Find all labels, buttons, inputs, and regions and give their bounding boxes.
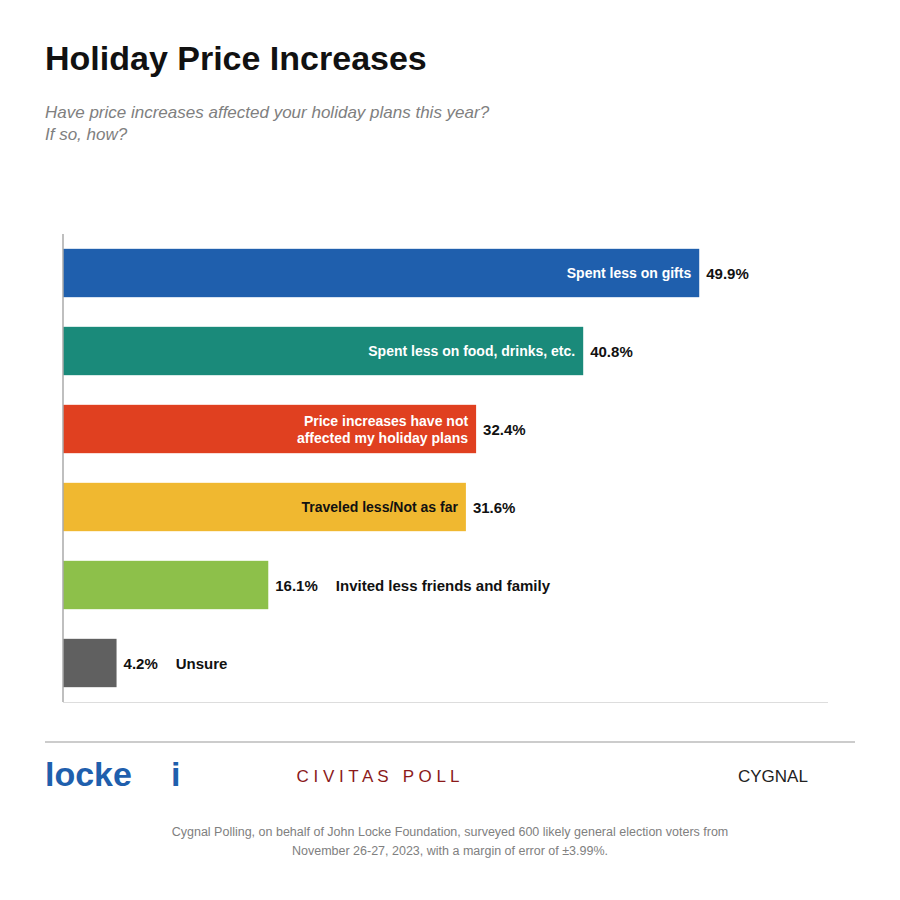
category-label: Spent less on gifts xyxy=(567,265,692,281)
category-label: Price increases have notaffected my holi… xyxy=(297,413,469,446)
bar xyxy=(63,327,583,375)
labels: Spent less on gifts 49.9% Spent less on fo… xyxy=(124,265,749,672)
title: Holiday Price Increases xyxy=(45,39,427,77)
subtitle-line: If so, how? xyxy=(45,125,128,144)
category-label-line: Spent less on gifts xyxy=(567,265,692,281)
background xyxy=(0,0,900,900)
x-axis-line xyxy=(63,702,828,703)
bar xyxy=(63,249,699,297)
footer-text-line: Cygnal Polling, on behalf of John Locke … xyxy=(172,825,729,839)
category-label-line: Spent less on food, drinks, etc. xyxy=(368,343,575,359)
value-label: 16.1% xyxy=(275,577,318,594)
category-label-line: Unsure xyxy=(176,655,228,672)
category-label: Invited less friends and family xyxy=(336,577,551,594)
subtitle-line: Have price increases affected your holid… xyxy=(45,103,490,122)
separator xyxy=(45,741,855,743)
value-label: 32.4% xyxy=(483,421,526,438)
value-label: 40.8% xyxy=(590,343,633,360)
logo-cygnal: CYGNAL xyxy=(738,767,808,786)
bars xyxy=(63,249,699,687)
logo-locke-i: i xyxy=(171,755,180,793)
footer-text-line: November 26-27, 2023, with a margin of e… xyxy=(292,844,608,858)
category-label-line: Price increases have not xyxy=(304,413,469,429)
bar xyxy=(63,405,476,453)
chart: Holiday Price Increases Have price increa… xyxy=(0,0,900,900)
footer-text: Cygnal Polling, on behalf of John Locke … xyxy=(172,825,729,858)
category-label-line: Traveled less/Not as far xyxy=(301,499,458,515)
category-label-line: affected my holiday plans xyxy=(297,430,468,446)
value-label: 31.6% xyxy=(473,499,516,516)
subtitle: Have price increases affected your holid… xyxy=(45,103,490,144)
y-axis-line xyxy=(62,234,64,702)
logo-locke: locke xyxy=(45,755,132,793)
value-label: 49.9% xyxy=(706,265,749,282)
category-label-line: Invited less friends and family xyxy=(336,577,551,594)
category-label: Unsure xyxy=(176,655,228,672)
bar xyxy=(63,561,268,609)
category-label: Traveled less/Not as far xyxy=(301,499,458,515)
category-label: Spent less on food, drinks, etc. xyxy=(368,343,575,359)
bar xyxy=(63,483,466,531)
logo-civitas: C I V I T A S P O L L xyxy=(297,767,460,786)
bar xyxy=(63,639,117,687)
value-label: 4.2% xyxy=(124,655,158,672)
